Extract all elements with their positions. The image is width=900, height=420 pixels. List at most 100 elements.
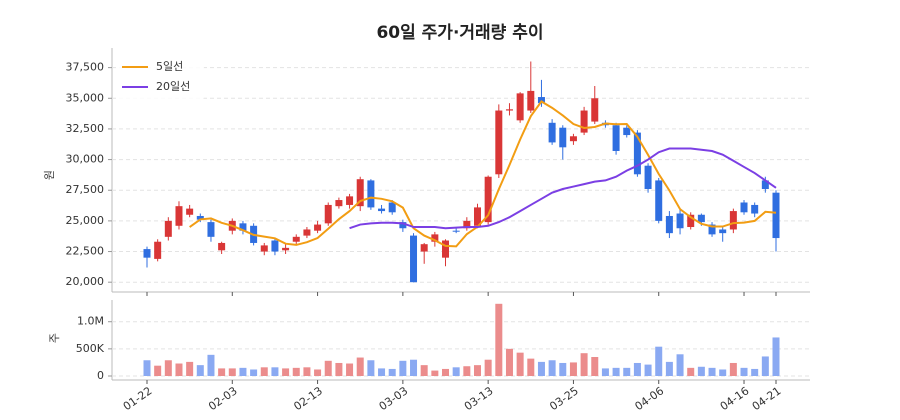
candle-body <box>740 202 748 213</box>
candle-body <box>655 180 663 221</box>
candle-body <box>719 229 727 234</box>
candle-body <box>260 245 268 252</box>
volume-bar <box>250 369 258 376</box>
volume-bar <box>537 361 545 376</box>
volume-bar <box>420 365 428 376</box>
volume-bar <box>463 366 471 376</box>
candle-body <box>644 165 652 190</box>
volume-bar <box>186 361 194 376</box>
volume-bar <box>271 367 279 376</box>
volume-bar <box>548 360 556 376</box>
volume-bar <box>761 356 769 376</box>
volume-bar <box>729 362 737 376</box>
volume-bar <box>442 368 450 376</box>
candle-body <box>676 213 684 229</box>
volume-bar <box>346 363 354 376</box>
y-tick-label: 32,500 <box>66 122 105 135</box>
candle-body <box>356 179 364 207</box>
candle-body <box>420 244 428 252</box>
candle-body <box>633 132 641 175</box>
volume-bar <box>356 357 364 376</box>
candle-body <box>282 247 290 251</box>
y-tick-label: 27,500 <box>66 183 105 196</box>
x-tick-label: 03-25 <box>547 384 581 413</box>
volume-bar <box>324 360 332 376</box>
y-tick-label: 22,500 <box>66 245 105 258</box>
candle-body <box>505 109 513 111</box>
volume-bar <box>164 360 172 376</box>
volume-bar <box>740 367 748 376</box>
volume-bar <box>505 348 513 376</box>
candle-body <box>378 208 386 212</box>
y-tick-label: 35,000 <box>66 91 105 104</box>
volume-bar <box>644 364 652 376</box>
chart-title: 60일 주가·거래량 추이 <box>376 23 543 43</box>
candle-body <box>399 222 407 229</box>
candle-body <box>271 240 279 252</box>
candle-body <box>761 180 769 190</box>
x-tick-label: 03-03 <box>377 384 411 413</box>
volume-bar <box>378 368 386 376</box>
candle-body <box>143 249 151 258</box>
volume-bar <box>292 367 300 376</box>
candle-body <box>324 204 332 224</box>
candle-body <box>580 110 588 133</box>
volume-axis-label: 주 <box>48 333 61 343</box>
volume-bar <box>569 362 577 376</box>
volume-bar <box>228 368 236 376</box>
candle-body <box>495 110 503 175</box>
candle-body <box>303 229 311 236</box>
volume-bar <box>633 362 641 376</box>
candle-body <box>484 176 492 223</box>
y-tick-label: 37,500 <box>66 61 105 74</box>
candle-body <box>569 136 577 142</box>
ma-line <box>189 100 777 248</box>
candle-body <box>591 98 599 122</box>
candle-body <box>196 215 204 220</box>
volume-bar <box>495 303 503 376</box>
candle-body <box>346 196 354 205</box>
volume-bar <box>559 362 567 376</box>
volume-bar <box>367 360 375 376</box>
candle-body <box>527 90 535 111</box>
volume-bar <box>239 367 247 376</box>
y-tick-label: 1.0M <box>77 315 104 328</box>
volume-bar <box>484 359 492 376</box>
y-tick-label: 30,000 <box>66 153 105 166</box>
legend-box <box>116 54 204 100</box>
volume-bar <box>154 365 162 376</box>
candle-body <box>164 220 172 237</box>
volume-bar <box>719 369 727 376</box>
candle-body <box>218 242 226 251</box>
volume-bar <box>527 358 535 376</box>
volume-bar <box>601 368 609 376</box>
volume-bar <box>452 367 460 376</box>
x-tick-label: 01-22 <box>121 384 155 413</box>
candle-body <box>729 211 737 230</box>
x-tick-label: 02-03 <box>206 384 240 413</box>
candle-body <box>314 224 322 231</box>
volume-bar <box>516 352 524 376</box>
candle-body <box>292 236 300 242</box>
volume-bar <box>612 367 620 376</box>
candle-body <box>623 127 631 136</box>
volume-bar <box>772 337 780 376</box>
volume-bar <box>218 368 226 376</box>
volume-bar <box>282 368 290 376</box>
candle-body <box>665 215 673 234</box>
candle-body <box>367 180 375 208</box>
candle-body <box>548 122 556 143</box>
candle-body <box>431 234 439 242</box>
candle-body <box>516 93 524 121</box>
candle-body <box>452 230 460 232</box>
candle-body <box>175 206 183 226</box>
x-tick-label: 02-13 <box>291 384 325 413</box>
candle-body <box>388 202 396 213</box>
y-tick-label: 500K <box>76 342 105 355</box>
candle-body <box>559 127 567 148</box>
x-tick-label: 04-06 <box>633 384 667 413</box>
y-tick-label: 20,000 <box>66 275 105 288</box>
volume-bar <box>687 367 695 376</box>
volume-bar <box>665 361 673 376</box>
